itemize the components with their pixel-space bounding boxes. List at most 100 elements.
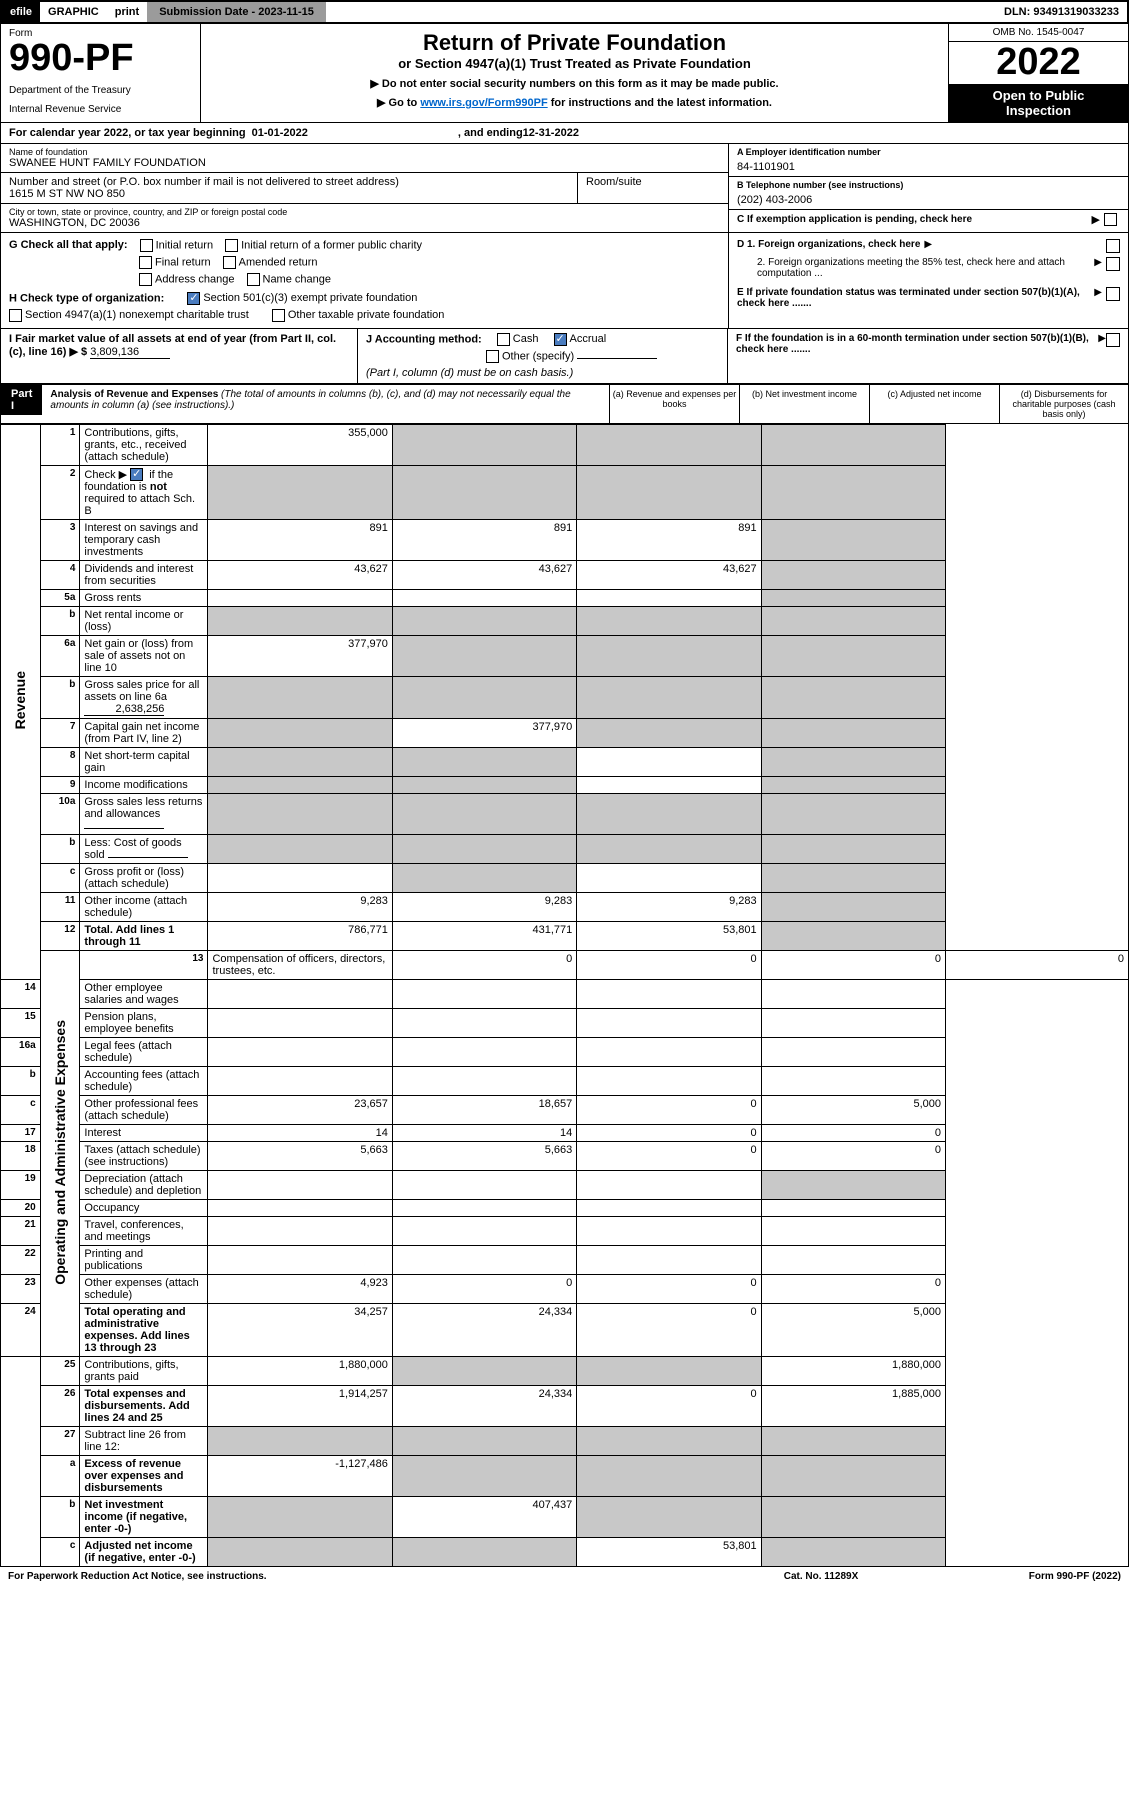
table-row: bAccounting fees (attach schedule) <box>1 1067 1129 1096</box>
year-end-label: , and ending <box>458 127 523 139</box>
tax-year: 2022 <box>949 42 1128 84</box>
d2-checkbox[interactable] <box>1106 257 1120 271</box>
table-row: cOther professional fees (attach schedul… <box>1 1096 1129 1125</box>
table-row: 18Taxes (attach schedule) (see instructi… <box>1 1142 1129 1171</box>
expenses-label: Operating and Administrative Expenses <box>52 1020 68 1285</box>
city: WASHINGTON, DC 20036 <box>9 217 720 229</box>
cash-checkbox[interactable] <box>497 333 510 346</box>
graphic-label: GRAPHIC <box>40 2 107 22</box>
dept-irs: Internal Revenue Service <box>9 104 192 115</box>
table-row: 5aGross rents <box>1 590 1129 607</box>
d1-checkbox[interactable] <box>1106 239 1120 253</box>
footer-mid: Cat. No. 11289X <box>721 1571 921 1582</box>
form-subtitle: or Section 4947(a)(1) Trust Treated as P… <box>213 56 936 71</box>
table-row: cAdjusted net income (if negative, enter… <box>1 1538 1129 1567</box>
table-row: 20Occupancy <box>1 1200 1129 1217</box>
omb-number: OMB No. 1545-0047 <box>949 24 1128 42</box>
table-row: bGross sales price for all assets on lin… <box>1 677 1129 719</box>
col-b-header: (b) Net investment income <box>739 385 869 423</box>
table-row: 15Pension plans, employee benefits <box>1 1009 1129 1038</box>
table-row: 12Total. Add lines 1 through 11786,77143… <box>1 922 1129 951</box>
foundation-info: Name of foundation SWANEE HUNT FAMILY FO… <box>0 144 1129 233</box>
name-change-checkbox[interactable] <box>247 273 260 286</box>
col-a-header: (a) Revenue and expenses per books <box>609 385 739 423</box>
irs-link[interactable]: www.irs.gov/Form990PF <box>420 97 547 109</box>
col-c-header: (c) Adjusted net income <box>869 385 999 423</box>
table-row: 24Total operating and administrative exp… <box>1 1304 1129 1357</box>
top-bar: efile GRAPHIC print Submission Date - 20… <box>0 0 1129 24</box>
table-row: Operating and Administrative Expenses 13… <box>1 951 1129 980</box>
form-number: 990-PF <box>9 39 192 77</box>
accrual-checkbox[interactable] <box>554 333 567 346</box>
inspection-notice: Open to PublicInspection <box>949 84 1128 122</box>
d1-item: D 1. Foreign organizations, check here▶ <box>737 239 1120 253</box>
revenue-label: Revenue <box>12 671 28 729</box>
footer-right: Form 990-PF (2022) <box>921 1571 1121 1582</box>
4947-checkbox[interactable] <box>9 309 22 322</box>
form-title: Return of Private Foundation <box>213 30 936 56</box>
other-method-checkbox[interactable] <box>486 350 499 363</box>
form-header: Form 990-PF Department of the Treasury I… <box>0 24 1129 123</box>
other-taxable-checkbox[interactable] <box>272 309 285 322</box>
f-checkbox[interactable] <box>1106 333 1120 347</box>
check-section-g: G Check all that apply: Initial return I… <box>0 233 1129 329</box>
col-d-header: (d) Disbursements for charitable purpose… <box>999 385 1128 423</box>
part1-label: Part I <box>1 385 42 415</box>
table-row: aExcess of revenue over expenses and dis… <box>1 1456 1129 1497</box>
table-row: bNet investment income (if negative, ent… <box>1 1497 1129 1538</box>
submission-date: Submission Date - 2023-11-15 <box>147 2 326 22</box>
table-row: cGross profit or (loss) (attach schedule… <box>1 864 1129 893</box>
j-note: (Part I, column (d) must be on cash basi… <box>366 367 719 379</box>
table-row: 7Capital gain net income (from Part IV, … <box>1 719 1129 748</box>
foundation-name: SWANEE HUNT FAMILY FOUNDATION <box>9 157 720 169</box>
page-footer: For Paperwork Reduction Act Notice, see … <box>0 1567 1129 1586</box>
table-row: 6aNet gain or (loss) from sale of assets… <box>1 636 1129 677</box>
fair-market-value: 3,809,136 <box>90 346 170 359</box>
dept-treasury: Department of the Treasury <box>9 85 192 96</box>
g-label: G Check all that apply: <box>9 239 128 252</box>
form-note-1: ▶ Do not enter social security numbers o… <box>213 77 936 90</box>
form-note-2: ▶ Go to www.irs.gov/Form990PF for instru… <box>213 96 936 109</box>
table-row: 8Net short-term capital gain <box>1 748 1129 777</box>
i-label: I Fair market value of all assets at end… <box>9 333 336 358</box>
schb-checkbox[interactable] <box>130 468 143 481</box>
form-title-block: Return of Private Foundation or Section … <box>201 24 948 122</box>
hij-section: I Fair market value of all assets at end… <box>0 329 1129 384</box>
d2-item: 2. Foreign organizations meeting the 85%… <box>737 257 1120 279</box>
table-row: Revenue 1Contributions, gifts, grants, e… <box>1 424 1129 465</box>
table-row: 19Depreciation (attach schedule) and dep… <box>1 1171 1129 1200</box>
initial-return-checkbox[interactable] <box>140 239 153 252</box>
final-return-checkbox[interactable] <box>139 256 152 269</box>
amended-return-checkbox[interactable] <box>223 256 236 269</box>
efile-label: efile <box>2 2 40 22</box>
table-row: 9Income modifications <box>1 777 1129 794</box>
form-id-block: Form 990-PF Department of the Treasury I… <box>1 24 201 122</box>
year-end: 12-31-2022 <box>523 127 579 139</box>
table-row: 21Travel, conferences, and meetings <box>1 1217 1129 1246</box>
year-begin: 01-01-2022 <box>252 127 308 139</box>
form-year-block: OMB No. 1545-0047 2022 Open to PublicIns… <box>948 24 1128 122</box>
f-item: F If the foundation is in a 60-month ter… <box>736 333 1120 355</box>
address-change-checkbox[interactable] <box>139 273 152 286</box>
table-row: bNet rental income or (loss) <box>1 607 1129 636</box>
city-block: City or town, state or province, country… <box>1 203 728 232</box>
table-row: 11Other income (attach schedule)9,2839,2… <box>1 893 1129 922</box>
footer-left: For Paperwork Reduction Act Notice, see … <box>8 1571 721 1582</box>
print-link[interactable]: print <box>107 2 147 22</box>
table-row: 16aLegal fees (attach schedule) <box>1 1038 1129 1067</box>
501c3-checkbox[interactable] <box>187 292 200 305</box>
room-block: Room/suite <box>578 173 728 203</box>
exemption-checkbox[interactable] <box>1104 213 1117 226</box>
ein-block: A Employer identification number 84-1101… <box>729 144 1128 177</box>
initial-former-checkbox[interactable] <box>225 239 238 252</box>
j-label: J Accounting method: <box>366 333 482 345</box>
table-row: 17Interest141400 <box>1 1125 1129 1142</box>
table-row: 4Dividends and interest from securities4… <box>1 561 1129 590</box>
part1-header: Part I Analysis of Revenue and Expenses … <box>0 384 1129 424</box>
tax-year-row: For calendar year 2022, or tax year begi… <box>0 123 1129 144</box>
phone-block: B Telephone number (see instructions) (2… <box>729 177 1128 210</box>
table-row: 23Other expenses (attach schedule)4,9230… <box>1 1275 1129 1304</box>
e-checkbox[interactable] <box>1106 287 1120 301</box>
table-row: 25Contributions, gifts, grants paid1,880… <box>1 1357 1129 1386</box>
table-row: 3Interest on savings and temporary cash … <box>1 520 1129 561</box>
